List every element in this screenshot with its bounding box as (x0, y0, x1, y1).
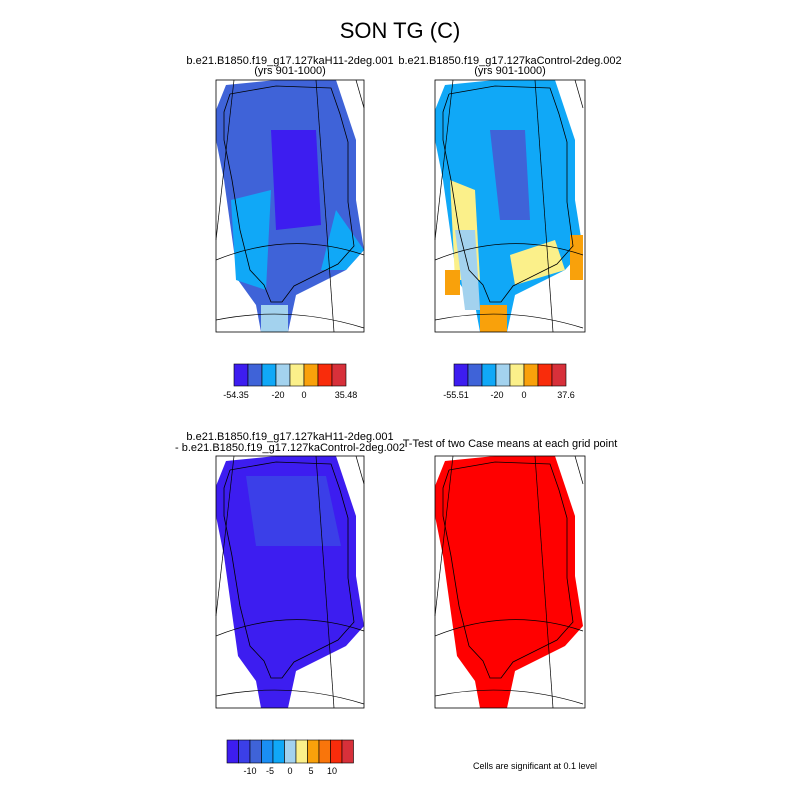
note: Cells are significant at 0.1 level (473, 761, 597, 771)
colorbar-box (509, 363, 525, 387)
panel-subtitle: - b.e21.B1850.f19_g17.127kaControl-2deg.… (175, 442, 405, 454)
colorbar-box (537, 363, 553, 387)
colorbar-label: 37.6 (557, 390, 575, 400)
colorbar-label: -20 (271, 390, 284, 400)
colorbar-label: 35.48 (335, 390, 358, 400)
colorbar-box (272, 739, 285, 764)
colorbar-label: -20 (490, 390, 503, 400)
colorbar-box (249, 739, 262, 764)
colorbar-box (261, 739, 274, 764)
colorbar-box (238, 739, 251, 764)
colorbar-box (331, 363, 347, 387)
panel-title: b.e21.B1850.f19_g17.127kaH11-2deg.001 (186, 431, 393, 443)
colorbar-label: 0 (301, 390, 306, 400)
colorbar-box (303, 363, 319, 387)
colorbar-box (481, 363, 497, 387)
colorbar-label: 0 (521, 390, 526, 400)
colorbar-box (317, 363, 333, 387)
colorbar-box (307, 739, 320, 764)
colorbar-box (261, 363, 277, 387)
colorbar-label: 10 (327, 766, 337, 776)
panel-title: b.e21.B1850.f19_g17.127kaH11-2deg.001 (186, 55, 393, 67)
colorbar-label: -5 (266, 766, 274, 776)
map-panel (215, 455, 365, 709)
map-panel (434, 455, 586, 709)
colorbar-box (318, 739, 331, 764)
colorbar-box (226, 739, 239, 764)
colorbar-box (247, 363, 263, 387)
colorbar-box (295, 739, 308, 764)
panel-subtitle: (yrs 901-1000) (254, 65, 326, 77)
colorbar-box (284, 739, 297, 764)
colorbar-box (289, 363, 305, 387)
colorbar-label: -54.35 (223, 390, 249, 400)
map-panel (215, 79, 365, 333)
colorbar-box (551, 363, 567, 387)
panel-title: b.e21.B1850.f19_g17.127kaControl-2deg.00… (398, 55, 621, 67)
colorbar-box (330, 739, 343, 764)
colorbar-box (495, 363, 511, 387)
colorbar-box (467, 363, 483, 387)
figure-title: SON TG (C) (340, 18, 461, 43)
colorbar-label: -55.51 (443, 390, 469, 400)
colorbar-box (233, 363, 249, 387)
colorbar-label: 5 (308, 766, 313, 776)
colorbar-box (341, 739, 354, 764)
colorbar-box (453, 363, 469, 387)
colorbar-box (523, 363, 539, 387)
colorbar-label: -10 (243, 766, 256, 776)
colorbar-box (275, 363, 291, 387)
map-panel (434, 79, 586, 333)
colorbar-label: 0 (287, 766, 292, 776)
panel-title: T-Test of two Case means at each grid po… (403, 438, 618, 450)
panel-subtitle: (yrs 901-1000) (474, 65, 546, 77)
